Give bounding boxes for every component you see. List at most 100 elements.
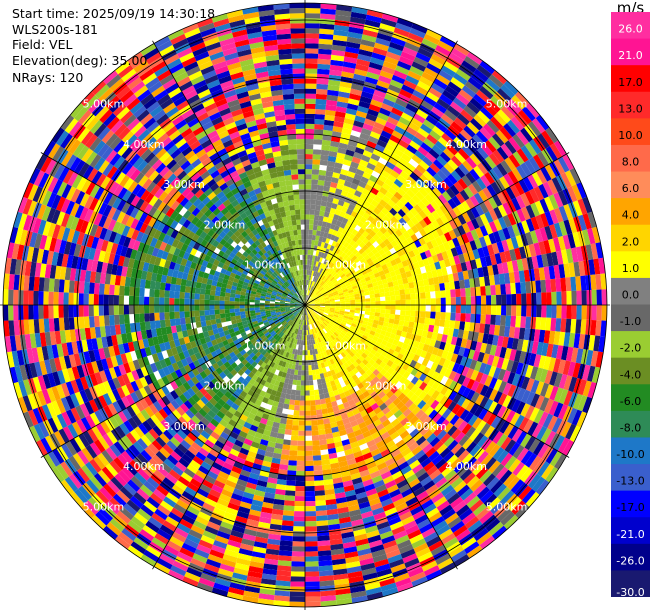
velocity-gate — [331, 271, 337, 277]
velocity-gate — [375, 161, 386, 170]
velocity-gate — [305, 78, 317, 84]
velocity-gate — [286, 480, 296, 486]
velocity-gate — [305, 224, 310, 230]
velocity-gate — [380, 274, 387, 281]
velocity-gate — [318, 236, 324, 242]
velocity-gate — [340, 239, 347, 246]
velocity-gate — [479, 225, 489, 237]
velocity-gate — [378, 75, 392, 85]
velocity-gate — [365, 226, 373, 234]
velocity-gate — [321, 275, 326, 281]
velocity-gate — [290, 440, 298, 446]
velocity-gate — [305, 128, 315, 135]
velocity-gate — [403, 283, 410, 290]
velocity-gate — [530, 316, 537, 330]
velocity-gate — [373, 89, 387, 99]
velocity-gate — [394, 290, 401, 296]
velocity-gate — [320, 154, 329, 161]
velocity-gate — [465, 156, 478, 169]
velocity-gate — [522, 176, 534, 191]
velocity-gate — [341, 127, 352, 135]
velocity-gate — [310, 280, 313, 286]
velocity-gate — [330, 234, 336, 241]
velocity-gate — [327, 281, 333, 286]
velocity-gate — [484, 211, 494, 224]
velocity-gate — [342, 66, 356, 74]
velocity-gate — [337, 290, 344, 295]
velocity-gate — [362, 188, 371, 196]
velocity-gate — [373, 121, 385, 131]
velocity-gate — [345, 46, 360, 54]
velocity-gate — [350, 11, 367, 20]
velocity-gate — [390, 195, 400, 204]
velocity-gate — [516, 305, 522, 317]
velocity-gate — [352, 248, 359, 256]
velocity-gate — [465, 198, 475, 210]
velocity-gate — [358, 241, 366, 249]
velocity-gate — [428, 110, 442, 122]
velocity-gate — [447, 105, 461, 118]
velocity-gate — [422, 258, 430, 267]
velocity-gate — [310, 249, 314, 256]
velocity-gate — [329, 262, 335, 269]
velocity-gate — [309, 280, 312, 286]
velocity-gate — [394, 314, 401, 320]
velocity-gate — [352, 285, 358, 290]
velocity-gate — [404, 288, 411, 295]
velocity-gate — [311, 239, 316, 246]
velocity-gate — [366, 162, 376, 171]
velocity-gate — [314, 298, 320, 302]
velocity-gate — [439, 151, 451, 163]
velocity-gate — [389, 207, 398, 216]
velocity-gate — [352, 235, 359, 243]
velocity-gate — [457, 214, 467, 225]
velocity-gate — [320, 398, 326, 405]
velocity-gate — [372, 233, 380, 241]
velocity-gate — [342, 288, 349, 293]
velocity-gate — [351, 156, 361, 164]
velocity-gate — [521, 293, 527, 305]
velocity-gate — [484, 171, 495, 185]
velocity-gate — [390, 216, 399, 225]
velocity-gate — [341, 164, 351, 171]
velocity-gate — [306, 295, 309, 301]
velocity-gate — [449, 140, 462, 152]
velocity-gate — [370, 99, 383, 108]
velocity-gate — [533, 186, 545, 201]
velocity-gate — [335, 254, 341, 261]
velocity-gate — [307, 360, 312, 366]
velocity-gate — [351, 83, 364, 92]
velocity-gate — [305, 586, 320, 592]
velocity-gate — [309, 254, 313, 261]
velocity-gate — [524, 142, 538, 157]
velocity-gate — [420, 123, 433, 134]
velocity-gate — [441, 191, 452, 202]
velocity-gate — [375, 276, 382, 282]
velocity-gate — [348, 187, 357, 195]
velocity-gate — [333, 265, 339, 272]
velocity-gate — [333, 281, 339, 286]
velocity-gate — [455, 192, 466, 204]
velocity-gate — [353, 151, 363, 160]
velocity-gate — [530, 202, 540, 217]
velocity-gate — [500, 284, 507, 295]
velocity-gate — [466, 209, 476, 221]
velocity-gate — [355, 299, 361, 303]
velocity-gate — [378, 27, 394, 37]
velocity-gate — [280, 535, 293, 542]
velocity-gate — [505, 283, 512, 295]
velocity-gate — [316, 194, 323, 201]
velocity-gate — [320, 252, 325, 258]
velocity-gate — [385, 296, 391, 301]
velocity-gate — [299, 400, 305, 406]
velocity-gate — [310, 400, 316, 406]
velocity-gate — [441, 132, 454, 145]
velocity-gate — [473, 114, 487, 127]
velocity-gate — [318, 286, 323, 291]
velocity-gate — [405, 305, 411, 311]
velocity-gate — [291, 425, 299, 431]
velocity-gate — [322, 134, 332, 141]
velocity-gate — [305, 516, 317, 522]
velocity-gate — [295, 480, 305, 487]
velocity-gate — [368, 222, 376, 231]
